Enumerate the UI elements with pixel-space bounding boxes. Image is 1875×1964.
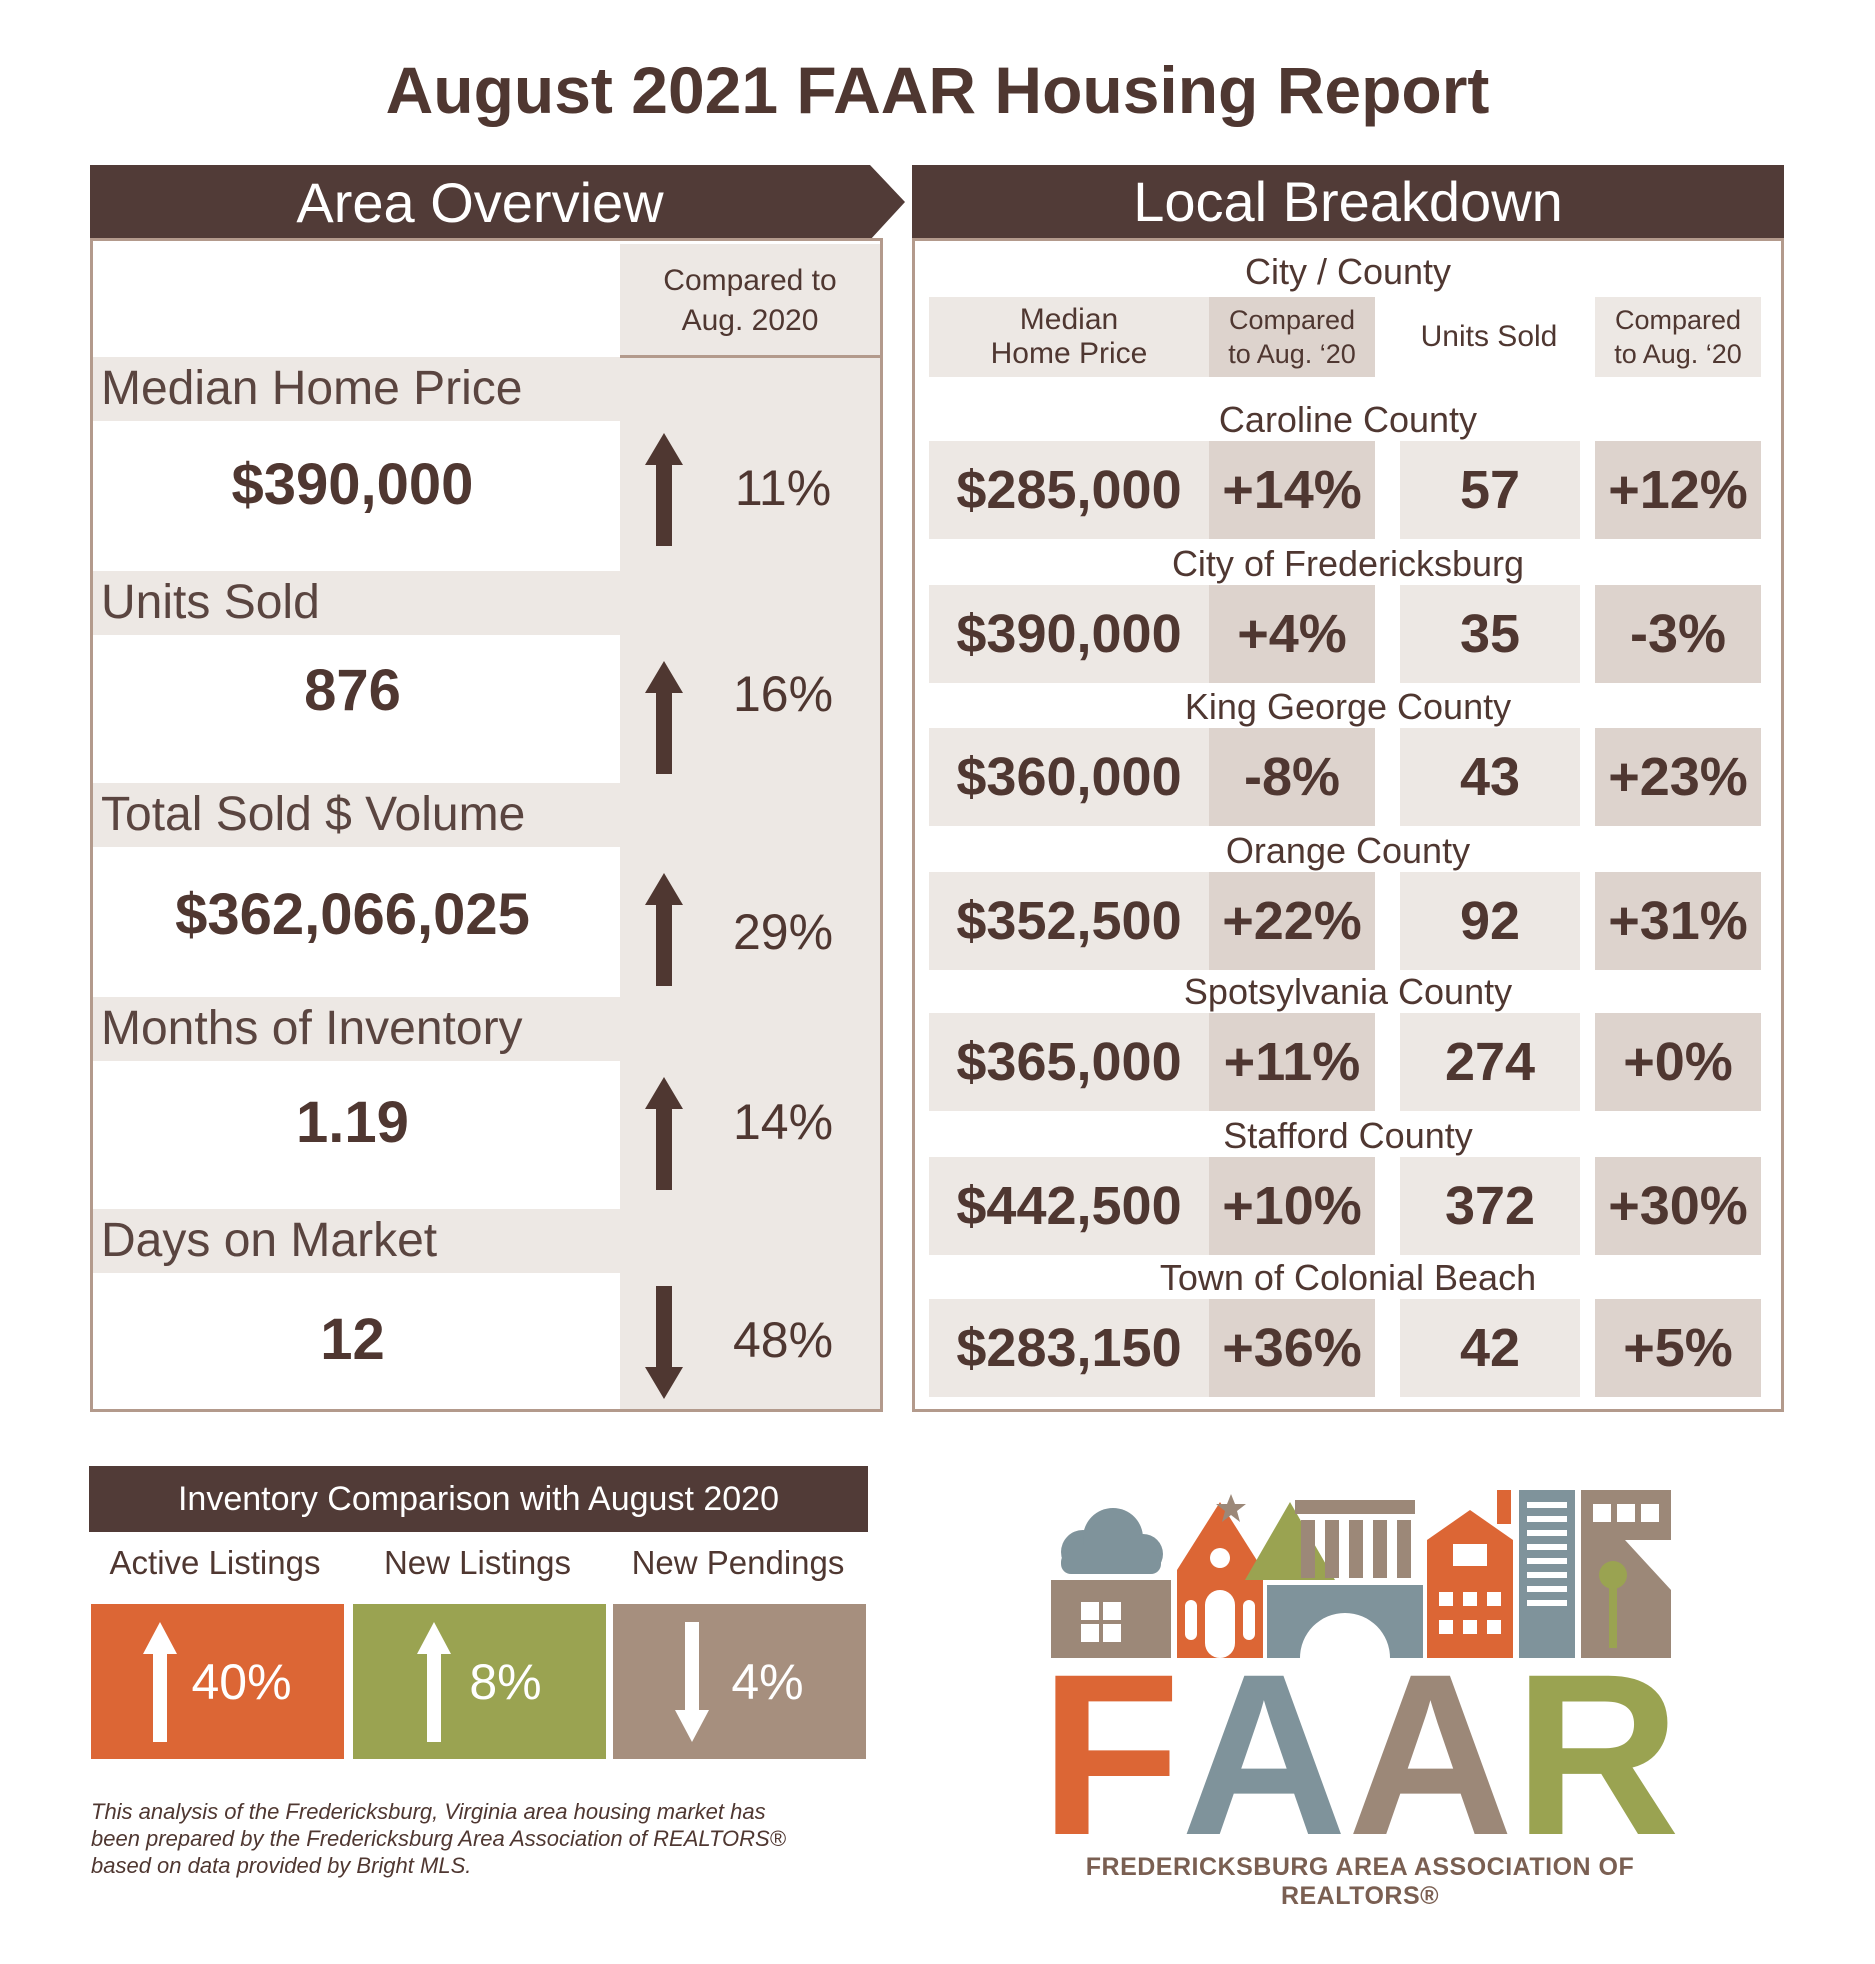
inventory-label-pendings: New Pendings	[631, 1544, 845, 1581]
local-row-units: 57	[1400, 441, 1580, 539]
area-overview-header-bg	[90, 165, 905, 240]
footnote: This analysis of the Fredericksburg, Vir…	[91, 1799, 786, 1878]
arrow-down-icon	[675, 1621, 710, 1742]
col-header-median-price: Median Home Price	[929, 297, 1209, 377]
compared-divider	[620, 355, 880, 358]
local-breakdown-panel: City / County Median Home Price Compared…	[912, 238, 1784, 1412]
local-breakdown-header: Local Breakdown	[912, 165, 1784, 238]
metric-value-median-price: $390,000	[231, 452, 474, 517]
local-row-price-change: +22%	[1209, 872, 1375, 970]
inventory-change-pendings: 4%	[731, 1653, 804, 1710]
arrow-up-icon	[645, 1077, 683, 1190]
metric-value-total-volume: $362,066,025	[175, 882, 530, 947]
arrow-up-icon	[417, 1621, 452, 1742]
arrow-up-icon	[143, 1621, 178, 1742]
local-row-price: $283,150	[929, 1299, 1209, 1397]
metric-label-days-market: Days on Market	[93, 1209, 620, 1273]
col-header-price-compared: Compared to Aug. ‘20	[1209, 297, 1375, 377]
wordmark-letter-a2: A	[1347, 1626, 1514, 1883]
arrow-up-icon	[645, 873, 683, 986]
inventory-change-active: 40%	[191, 1653, 292, 1710]
local-row-price: $365,000	[929, 1013, 1209, 1111]
local-row-units: 92	[1400, 872, 1580, 970]
arrow-up-icon	[645, 661, 683, 774]
local-row-units: 43	[1400, 728, 1580, 826]
compared-column	[620, 244, 880, 1409]
local-row-price-change: -8%	[1209, 728, 1375, 826]
local-row-units: 35	[1400, 585, 1580, 683]
metric-change-units-sold: 16%	[732, 666, 834, 722]
page-title: August 2021 FAAR Housing Report	[385, 53, 1490, 127]
local-row-price-change: +11%	[1209, 1013, 1375, 1111]
local-row-name: Stafford County	[1223, 1115, 1473, 1156]
inventory-box-active: 40%	[91, 1604, 344, 1759]
local-row-price-change: +4%	[1209, 585, 1375, 683]
local-row-price: $442,500	[929, 1157, 1209, 1255]
faar-logo-illustration-icon	[1051, 1490, 1671, 1658]
local-row-price: $352,500	[929, 872, 1209, 970]
local-row-name: Orange County	[1225, 830, 1471, 871]
wordmark-letter-a1: A	[1180, 1626, 1347, 1883]
faar-wordmark: F A A R	[1040, 1626, 1680, 1883]
local-row-name: King George County	[1184, 686, 1512, 727]
metric-label-months-inventory: Months of Inventory	[93, 997, 620, 1061]
metric-value-months-inventory: 1.19	[296, 1090, 409, 1155]
wordmark-letter-f: F	[1040, 1626, 1181, 1883]
inventory-label-active: Active Listings	[109, 1544, 321, 1581]
local-row-price: $390,000	[929, 585, 1209, 683]
local-row-units: 42	[1400, 1299, 1580, 1397]
area-overview-header: Area Overview	[296, 171, 664, 234]
local-row-price-change: +14%	[1209, 441, 1375, 539]
metric-change-total-volume: 29%	[732, 904, 834, 960]
col-header-units-sold: Units Sold	[1420, 320, 1558, 353]
arrow-down-icon	[645, 1286, 683, 1399]
inventory-box-new: 8%	[353, 1604, 606, 1759]
inventory-change-new: 8%	[469, 1653, 542, 1710]
local-row-name: City of Fredericksburg	[1171, 543, 1525, 584]
local-row-units: 274	[1400, 1013, 1580, 1111]
inventory-header: Inventory Comparison with August 2020	[89, 1466, 868, 1532]
local-row-units-change: +30%	[1595, 1157, 1761, 1255]
metric-change-median-price: 11%	[734, 460, 832, 516]
metric-change-months-inventory: 14%	[732, 1094, 834, 1150]
local-row-units: 372	[1400, 1157, 1580, 1255]
local-row-price-change: +10%	[1209, 1157, 1375, 1255]
metric-change-days-market: 48%	[732, 1312, 834, 1368]
metric-value-days-market: 12	[320, 1307, 385, 1372]
local-row-name: Spotsylvania County	[1183, 971, 1513, 1012]
local-row-units-change: +31%	[1595, 872, 1761, 970]
inventory-label-new: New Listings	[383, 1544, 572, 1581]
wordmark-letter-r: R	[1513, 1626, 1680, 1883]
metric-label-total-volume: Total Sold $ Volume	[93, 783, 620, 847]
area-overview-panel: Compared to Aug. 2020 Median Home Price …	[90, 238, 883, 1412]
local-row-units-change: +5%	[1595, 1299, 1761, 1397]
local-row-units-change: -3%	[1595, 585, 1761, 683]
local-row-units-change: +12%	[1595, 441, 1761, 539]
local-row-price: $360,000	[929, 728, 1209, 826]
inventory-box-pendings: 4%	[613, 1604, 866, 1759]
local-row-price: $285,000	[929, 441, 1209, 539]
local-row-units-change: +0%	[1595, 1013, 1761, 1111]
local-row-name: Caroline County	[1218, 399, 1478, 440]
arrow-up-icon	[645, 433, 683, 546]
metric-label-units-sold: Units Sold	[93, 571, 620, 635]
faar-tagline: FREDERICKSBURG AREA ASSOCIATION OF REALT…	[1085, 1853, 1635, 1910]
city-county-label: City / County	[1244, 251, 1452, 292]
local-row-units-change: +23%	[1595, 728, 1761, 826]
metric-label-median-price: Median Home Price	[93, 357, 620, 421]
local-row-price-change: +36%	[1209, 1299, 1375, 1397]
metric-value-units-sold: 876	[304, 658, 401, 723]
local-row-name: Town of Colonial Beach	[1159, 1257, 1537, 1298]
col-header-units-compared: Compared to Aug. ‘20	[1595, 297, 1761, 377]
compared-header: Compared to Aug. 2020	[663, 264, 837, 337]
